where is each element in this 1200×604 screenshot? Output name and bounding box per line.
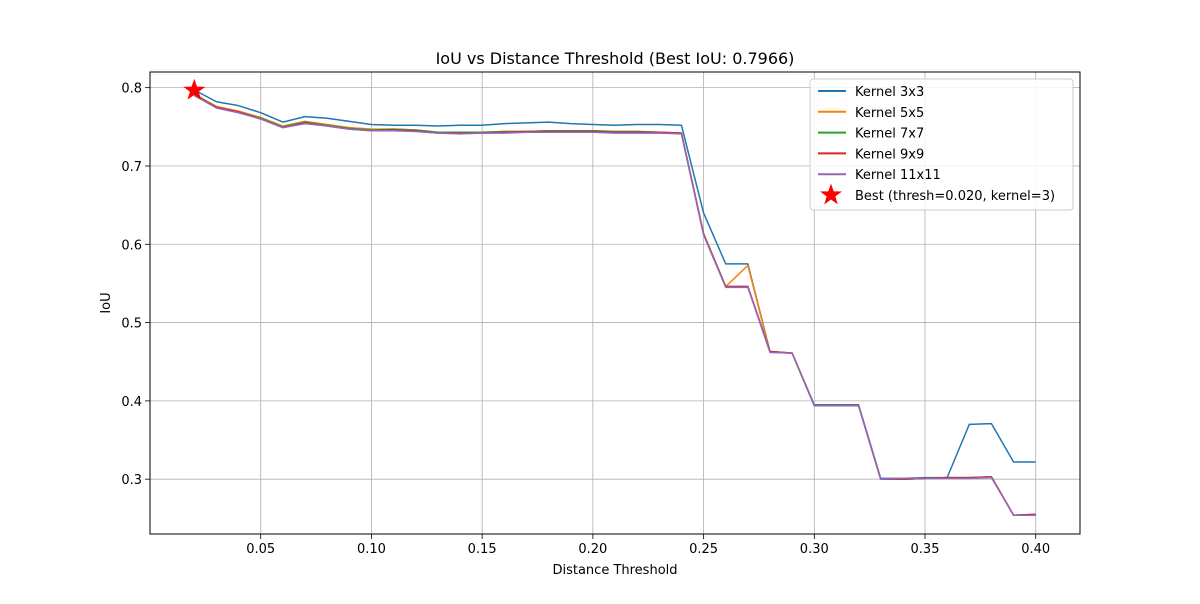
- y-tick-label: 0.6: [121, 238, 142, 253]
- best-star-marker-icon: [183, 78, 206, 100]
- x-tick-label: 0.35: [911, 542, 940, 557]
- x-axis-label: Distance Threshold: [552, 563, 677, 578]
- x-tick-label: 0.10: [357, 542, 386, 557]
- y-tick-label: 0.7: [121, 160, 142, 175]
- y-axis-label: IoU: [99, 292, 114, 313]
- legend-star-marker-icon: [820, 183, 842, 205]
- x-tick-label: 0.40: [1021, 542, 1050, 557]
- x-tick-label: 0.15: [468, 542, 497, 557]
- series-line-5: [193, 94, 1036, 516]
- legend-label: Kernel 5x5: [855, 106, 924, 121]
- y-tick-label: 0.4: [121, 395, 142, 410]
- x-tick-label: 0.25: [689, 542, 718, 557]
- x-tick-label: 0.30: [800, 542, 829, 557]
- series-group: [193, 89, 1036, 516]
- y-tick-label: 0.3: [121, 473, 142, 488]
- x-tick-label: 0.05: [246, 542, 275, 557]
- y-tick-label: 0.8: [121, 82, 142, 97]
- plot-frame: [149, 71, 1081, 535]
- x-tick-label: 0.20: [578, 542, 607, 557]
- legend-box: [809, 78, 1074, 211]
- legend-label: Kernel 3x3: [855, 85, 924, 100]
- legend-label: Kernel 11x11: [855, 168, 941, 183]
- legend-label: Kernel 7x7: [855, 127, 924, 142]
- x-axis: 0.05 0.10 0.15 0.20 0.25 0.30 0.35 0.40: [246, 534, 1050, 557]
- best-marker-group: [183, 78, 206, 100]
- legend: Kernel 3x3 Kernel 5x5 Kernel 7x7 Kernel 9x9…: [809, 78, 1074, 211]
- y-tick-label: 0.5: [121, 317, 142, 332]
- y-axis: 0.3 0.4 0.5 0.6 0.7 0.8: [121, 82, 150, 488]
- legend-label: Kernel 9x9: [855, 147, 924, 162]
- legend-label: Best (thresh=0.020, kernel=3): [855, 189, 1055, 204]
- chart-title: IoU vs Distance Threshold (Best IoU: 0.7…: [436, 49, 795, 68]
